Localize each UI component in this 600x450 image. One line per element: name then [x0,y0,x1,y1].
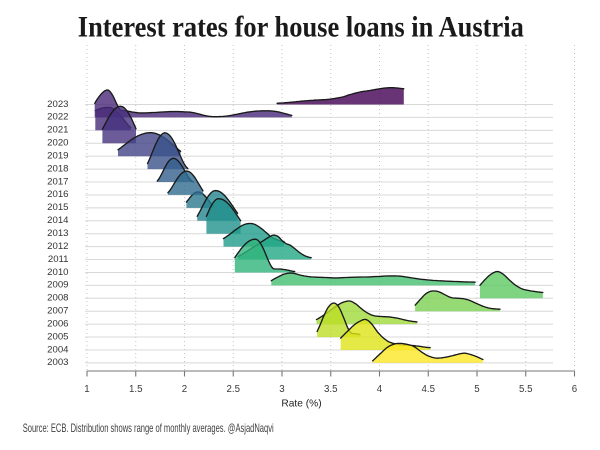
svg-text:2019: 2019 [47,150,68,161]
svg-text:2021: 2021 [47,125,68,136]
svg-text:2020: 2020 [47,138,68,149]
svg-text:2023: 2023 [47,99,68,110]
svg-text:5.5: 5.5 [519,384,532,395]
svg-text:2018: 2018 [47,163,68,174]
svg-text:1.5: 1.5 [129,384,142,395]
svg-text:2010: 2010 [47,267,68,278]
svg-text:2016: 2016 [47,189,68,200]
svg-text:2017: 2017 [47,176,68,187]
svg-text:2003: 2003 [47,357,68,368]
svg-text:2014: 2014 [47,215,69,226]
svg-text:2013: 2013 [47,228,68,239]
svg-text:2009: 2009 [47,280,68,291]
svg-text:2004: 2004 [47,344,69,355]
svg-text:2: 2 [182,384,187,395]
svg-text:3: 3 [279,384,284,395]
svg-text:5: 5 [474,384,479,395]
svg-text:2012: 2012 [47,241,68,252]
svg-text:2011: 2011 [48,254,69,265]
svg-text:3.5: 3.5 [324,384,337,395]
svg-text:2006: 2006 [47,318,68,329]
svg-text:2022: 2022 [47,112,68,123]
svg-text:1: 1 [84,384,89,395]
svg-text:2005: 2005 [47,331,68,342]
svg-text:2015: 2015 [47,202,68,213]
svg-text:2008: 2008 [47,293,68,304]
svg-text:Interest rates for house loans: Interest rates for house loans in Austri… [78,11,524,44]
svg-text:6: 6 [572,384,577,395]
svg-text:2.5: 2.5 [227,384,240,395]
svg-text:Source: ECB. Distribution show: Source: ECB. Distribution shows range of… [23,422,274,435]
svg-text:Rate (%): Rate (%) [281,399,321,410]
svg-text:4: 4 [377,384,383,395]
svg-text:4.5: 4.5 [422,384,435,395]
svg-text:2007: 2007 [47,306,68,317]
